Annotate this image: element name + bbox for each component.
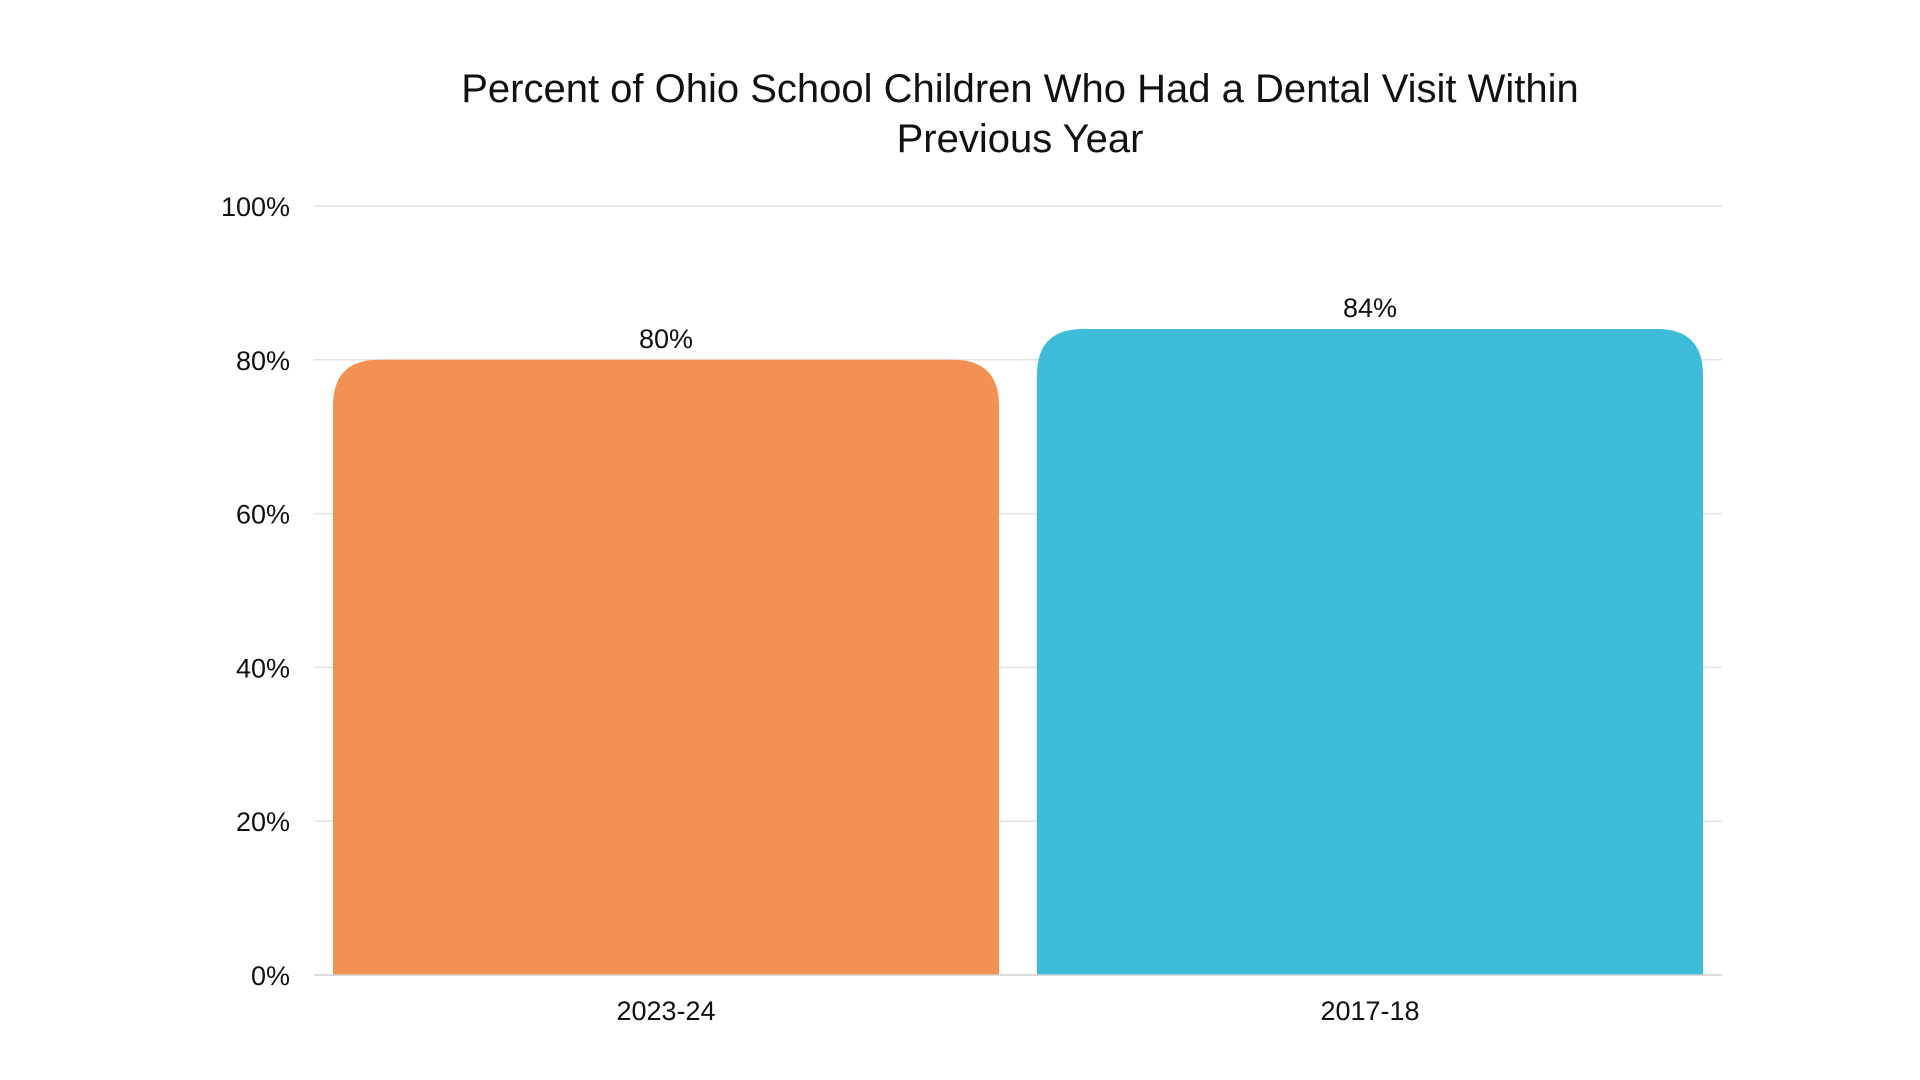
y-tick-label: 100%: [221, 192, 290, 222]
y-tick-label: 40%: [236, 653, 290, 683]
chart-title-line-2: Previous Year: [896, 117, 1144, 161]
bar-data-label: 84%: [1343, 293, 1397, 323]
chart-title: Percent of Ohio School Children Who Had …: [0, 64, 1920, 164]
y-tick-label: 60%: [236, 500, 290, 530]
chart-title-line-1: Percent of Ohio School Children Who Had …: [461, 67, 1579, 111]
bar: [1037, 329, 1703, 975]
y-tick-label: 0%: [251, 961, 290, 991]
y-tick-label: 20%: [236, 807, 290, 837]
bar-data-label: 80%: [639, 324, 693, 354]
y-tick-label: 80%: [236, 346, 290, 376]
x-tick-label: 2017-18: [1320, 996, 1419, 1026]
x-tick-label: 2023-24: [616, 996, 715, 1026]
bar: [333, 359, 999, 975]
